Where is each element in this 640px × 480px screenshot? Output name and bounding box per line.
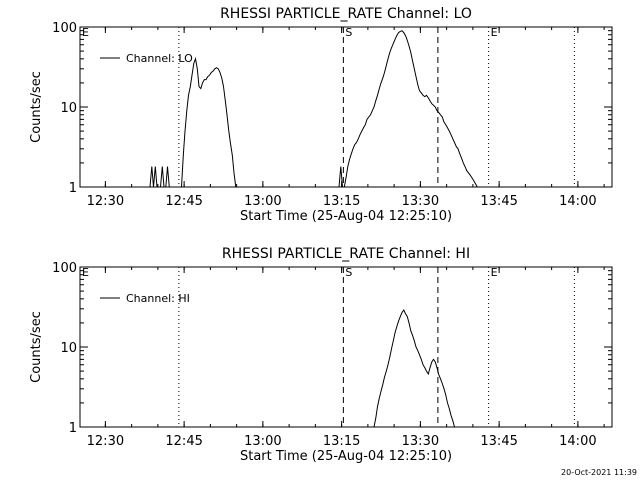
x-tick-label: 14:00 — [559, 434, 596, 449]
marker-label: E — [491, 26, 498, 39]
y-tick-label: 10 — [60, 341, 77, 356]
marker-label: S — [345, 26, 352, 39]
legend-label: Channel: LO — [126, 52, 193, 65]
x-tick-label: 13:45 — [480, 434, 517, 449]
y-tick-label: 1 — [69, 181, 77, 196]
x-tick-label: 12:30 — [87, 434, 124, 449]
x-tick-label: 13:15 — [323, 194, 360, 209]
x-tick-label: 14:00 — [559, 194, 596, 209]
y-tick-label: 1 — [69, 421, 77, 436]
y-axis-label: Counts/sec — [29, 71, 44, 143]
plot-frame — [79, 266, 613, 428]
marker-label: E — [491, 266, 498, 279]
x-tick-label: 13:00 — [244, 194, 281, 209]
y-tick-label: 100 — [52, 261, 77, 276]
x-tick-label: 13:30 — [402, 194, 439, 209]
x-axis-label: Start Time (25-Aug-04 12:25:10) — [240, 449, 452, 464]
x-tick-label: 12:30 — [87, 194, 124, 209]
corner-label: E — [82, 26, 89, 39]
data-series-line — [338, 30, 479, 188]
chart-title: RHESSI PARTICLE_RATE Channel: HI — [222, 246, 470, 262]
plot-frame — [79, 26, 613, 188]
x-tick-label: 13:30 — [402, 434, 439, 449]
data-series-line — [149, 56, 261, 188]
legend-label: Channel: HI — [126, 292, 190, 305]
y-tick-label: 10 — [60, 101, 77, 116]
y-axis-label: Counts/sec — [29, 311, 44, 383]
chart-panel-hi: RHESSI PARTICLE_RATE Channel: HI S E E 12:30… — [29, 246, 613, 464]
chart-panel-lo: RHESSI PARTICLE_RATE Channel: LO S E E 12:30… — [29, 6, 613, 224]
footer-timestamp: 20-Oct-2021 11:39 — [561, 468, 637, 477]
x-tick-label: 13:00 — [244, 434, 281, 449]
x-tick-label: 13:45 — [480, 194, 517, 209]
x-tick-label: 13:15 — [323, 434, 360, 449]
chart-title: RHESSI PARTICLE_RATE Channel: LO — [220, 6, 472, 22]
x-tick-label: 12:45 — [165, 194, 202, 209]
x-tick-label: 12:45 — [165, 434, 202, 449]
data-series-line — [373, 309, 458, 428]
y-tick-label: 100 — [52, 21, 77, 36]
corner-label: E — [82, 266, 89, 279]
marker-label: S — [345, 266, 352, 279]
x-axis-label: Start Time (25-Aug-04 12:25:10) — [240, 209, 452, 224]
